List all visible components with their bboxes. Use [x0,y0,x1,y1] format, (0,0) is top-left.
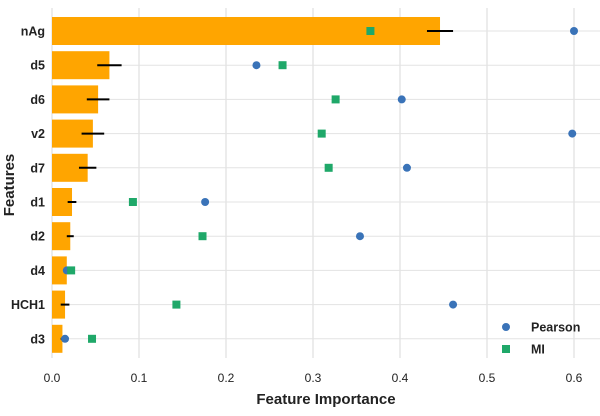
y-axis-title: Features [1,154,18,217]
pearson-point [570,27,578,35]
pearson-point [402,163,411,172]
pearson-point [355,232,364,241]
legend-marker-mi [502,345,510,353]
bar [52,188,73,216]
x-tick-label: 0.5 [479,371,496,385]
pearson-point [252,61,261,70]
pearson-point [397,95,406,104]
bar [52,256,67,285]
ticks-layer: 0.0 0.1 0.2 0.3 0.4 0.5 0.6 nAg d5 d6 v2 d7 d1 d2 d4 HC… [11,25,583,386]
bar [52,222,71,251]
x-tick-label: 0.0 [44,371,61,385]
points-layer [61,27,578,343]
legend: Pearson MI [502,321,580,357]
y-tick-label: d5 [30,59,45,73]
mi-point [317,129,326,138]
mi-point [172,300,181,309]
x-tick-label: 0.6 [566,371,583,385]
mi-point [331,95,340,104]
pearson-point [568,129,577,138]
x-tick-label: 0.4 [392,371,409,385]
x-axis-title: Feature Importance [256,391,395,408]
mi-point [88,334,97,343]
y-tick-label: nAg [21,25,45,39]
mi-point [278,61,287,70]
mi-point [67,266,76,275]
y-tick-label: d4 [30,264,45,278]
y-tick-label: HCH1 [11,298,45,312]
pearson-point [61,334,70,343]
bar [52,17,441,45]
pearson-point [201,198,210,206]
grid-layer [51,8,600,358]
legend-marker-pearson [502,323,510,331]
y-tick-label: d7 [30,161,45,175]
mi-point [324,163,333,172]
y-tick-label: d2 [30,230,45,244]
y-tick-label: v2 [31,127,45,141]
error-bars-layer [60,30,454,340]
legend-label-pearson: Pearson [531,321,580,335]
mi-point [198,232,207,241]
mi-point [366,27,375,35]
mi-point [128,198,137,206]
y-tick-label: d6 [30,93,45,107]
bars-layer [52,17,441,353]
y-tick-label: d1 [30,196,45,210]
bar [52,324,63,353]
y-tick-label: d3 [30,332,45,346]
x-tick-label: 0.3 [305,371,322,385]
legend-label-mi: MI [531,343,545,357]
bar [52,290,66,319]
x-tick-label: 0.1 [131,371,148,385]
x-tick-label: 0.2 [218,371,235,385]
pearson-point [449,300,458,309]
